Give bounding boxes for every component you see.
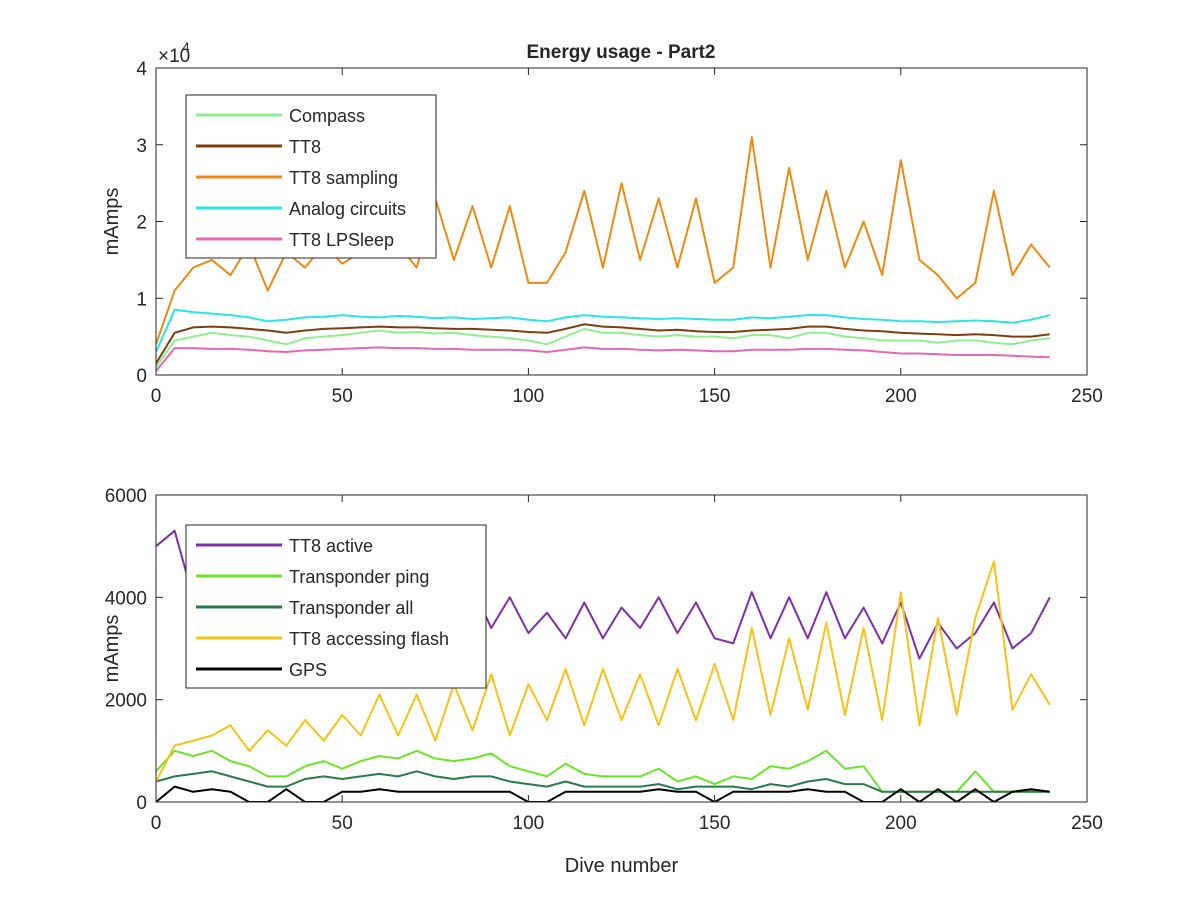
- x-tick-label: 50: [332, 386, 353, 407]
- series-line-tt8-sampling: [156, 136, 1051, 345]
- y-tick-label: 0: [136, 793, 147, 814]
- series-line-tt8: [156, 323, 1050, 365]
- legend-entry: Analog circuits: [289, 199, 406, 219]
- x-tick-label: 0: [151, 813, 162, 834]
- legend-entry: TT8 LPSleep: [289, 230, 394, 250]
- series-line-gps: [156, 785, 1050, 802]
- top-panel: 0 50 100 150 200 25001234×104mAmpsCompassTT8T…: [101, 39, 1103, 407]
- axes-box: [155, 494, 1088, 803]
- y-tick-label: 0: [136, 366, 147, 387]
- x-tick-label: 250: [1071, 813, 1103, 834]
- legend-entry: Compass: [289, 106, 365, 126]
- series-line-analog-circuits: [156, 308, 1051, 353]
- y-tick-label: 4000: [105, 588, 147, 609]
- legend-entry: Transponder ping: [289, 567, 429, 587]
- y-exponent-power: 4: [182, 39, 190, 55]
- x-tick-label: 200: [885, 813, 917, 834]
- x-tick-label: 200: [885, 386, 917, 407]
- x-axis-label: Dive number: [565, 855, 679, 877]
- x-tick-label: 150: [699, 813, 731, 834]
- legend-entry: TT8 accessing flash: [289, 629, 449, 649]
- x-tick-label: 100: [513, 813, 545, 834]
- y-tick-label: 6000: [105, 486, 147, 507]
- series-line-tt8-lpsleep: [156, 346, 1050, 372]
- y-axis-label: mAmps: [101, 188, 123, 256]
- legend-entry: TT8 sampling: [289, 168, 398, 188]
- legend-entry: GPS: [289, 660, 327, 680]
- series-line-transponder-all: [156, 770, 1050, 793]
- x-tick-label: 50: [332, 813, 353, 834]
- y-tick-label: 3: [136, 136, 147, 157]
- x-tick-label: 150: [699, 386, 731, 407]
- x-tick-label: 250: [1071, 386, 1103, 407]
- legend-entry: TT8 active: [289, 536, 373, 556]
- series-line-tt8-accessing-flash: [156, 560, 1051, 782]
- x-tick-label: 0: [151, 386, 162, 407]
- legend-entry: Transponder all: [289, 598, 413, 618]
- legend-entry: TT8: [289, 137, 321, 157]
- y-exponent-base: ×10: [158, 46, 190, 67]
- figure-title: Energy usage - Part2: [526, 42, 715, 63]
- y-axis-label: mAmps: [101, 615, 123, 683]
- series-line-compass: [156, 327, 1050, 368]
- y-tick-label: 2000: [105, 691, 147, 712]
- x-tick-label: 100: [513, 386, 545, 407]
- y-tick-label: 1: [136, 289, 147, 310]
- y-tick-label: 2: [136, 213, 147, 234]
- bottom-panel: 0 50 100 150 200 250 0 2000 4000 6000 mAmps Dive nu…: [101, 486, 1103, 877]
- y-tick-label: 4: [136, 59, 147, 80]
